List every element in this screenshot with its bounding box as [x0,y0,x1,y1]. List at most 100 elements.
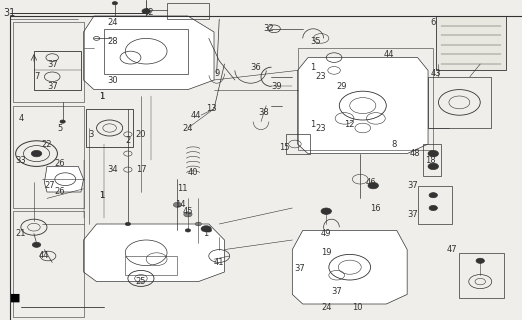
Text: 22: 22 [42,140,52,148]
Text: 49: 49 [321,229,331,238]
Text: 13: 13 [206,104,217,113]
Polygon shape [84,16,214,90]
Text: 5: 5 [57,124,63,132]
Circle shape [185,229,191,232]
Text: 17: 17 [136,165,146,174]
Text: 26: 26 [55,159,65,168]
Text: 44: 44 [384,50,394,59]
Text: 25: 25 [136,277,146,286]
Text: 1: 1 [204,229,209,238]
Bar [428,77,491,128]
Text: 36: 36 [251,63,261,72]
Text: 37: 37 [47,82,57,91]
Bar [418,186,452,224]
Text: 24: 24 [107,18,117,27]
Circle shape [184,212,192,217]
Circle shape [142,9,150,14]
Bar [34,51,81,90]
Circle shape [173,202,182,207]
Text: 35: 35 [311,37,321,46]
Text: 12: 12 [345,120,355,129]
Bar [104,29,188,74]
Bar [423,144,441,176]
Text: 15: 15 [279,143,290,152]
Text: 41: 41 [214,258,224,267]
Text: 3: 3 [89,130,94,139]
Text: 47: 47 [446,245,457,254]
Text: 26: 26 [55,188,65,196]
Text: 6: 6 [431,18,436,27]
Circle shape [476,258,484,263]
Circle shape [428,150,438,157]
Circle shape [368,182,378,189]
Text: 39: 39 [271,82,282,91]
Text: 1: 1 [99,191,104,200]
Text: 37: 37 [407,181,418,190]
Text: 46: 46 [365,178,376,187]
Text: 31: 31 [3,8,16,18]
Text: ■: ■ [10,293,21,303]
Text: 1: 1 [311,120,316,129]
Polygon shape [292,230,407,304]
Text: 42: 42 [144,8,154,17]
Text: 43: 43 [431,69,441,78]
Text: 38: 38 [258,108,269,116]
Text: 40: 40 [188,168,198,177]
Text: 37: 37 [295,264,305,273]
Polygon shape [84,224,224,282]
Text: 44: 44 [39,252,50,260]
Bar [286,134,310,154]
Text: 4: 4 [18,114,23,123]
Text: 2: 2 [125,136,130,145]
Bar [125,256,177,275]
Text: 48: 48 [410,149,420,158]
Text: 20: 20 [136,130,146,139]
Text: 44: 44 [191,111,201,120]
Circle shape [31,150,42,157]
Text: 21: 21 [16,229,26,238]
Text: 11: 11 [177,184,188,193]
Text: 37: 37 [407,210,418,219]
Text: 29: 29 [337,82,347,91]
Text: 27: 27 [44,181,55,190]
Circle shape [195,222,201,226]
Circle shape [321,208,331,214]
Polygon shape [298,58,428,154]
Text: 8: 8 [392,140,397,148]
Bar [459,253,504,298]
Text: 1: 1 [99,92,104,100]
Text: 24: 24 [321,303,331,312]
Circle shape [206,229,211,232]
Text: 23: 23 [316,124,326,132]
Text: 1: 1 [99,92,104,100]
Bar [167,3,209,19]
Text: 16: 16 [371,204,381,212]
Text: 34: 34 [107,165,117,174]
Text: 10: 10 [352,303,363,312]
Text: 45: 45 [183,207,193,216]
Circle shape [32,242,41,247]
Bar [86,109,133,147]
Text: 37: 37 [47,60,57,68]
Circle shape [429,193,437,198]
Text: 1: 1 [99,191,104,200]
Text: 30: 30 [107,76,117,84]
Text: 23: 23 [316,72,326,81]
Text: 24: 24 [183,124,193,132]
Circle shape [428,163,438,170]
Polygon shape [44,166,84,192]
Circle shape [60,120,65,123]
Text: 32: 32 [264,24,274,33]
Circle shape [112,2,117,5]
Text: 33: 33 [16,156,26,164]
Circle shape [429,205,437,211]
Text: 18: 18 [425,156,436,164]
Text: 9: 9 [214,69,219,78]
Text: 28: 28 [107,37,117,46]
Polygon shape [436,16,506,70]
Text: 19: 19 [321,248,331,257]
Text: 1: 1 [311,63,316,72]
Circle shape [201,226,211,232]
Text: 14: 14 [175,200,185,209]
Text: 37: 37 [331,287,342,296]
